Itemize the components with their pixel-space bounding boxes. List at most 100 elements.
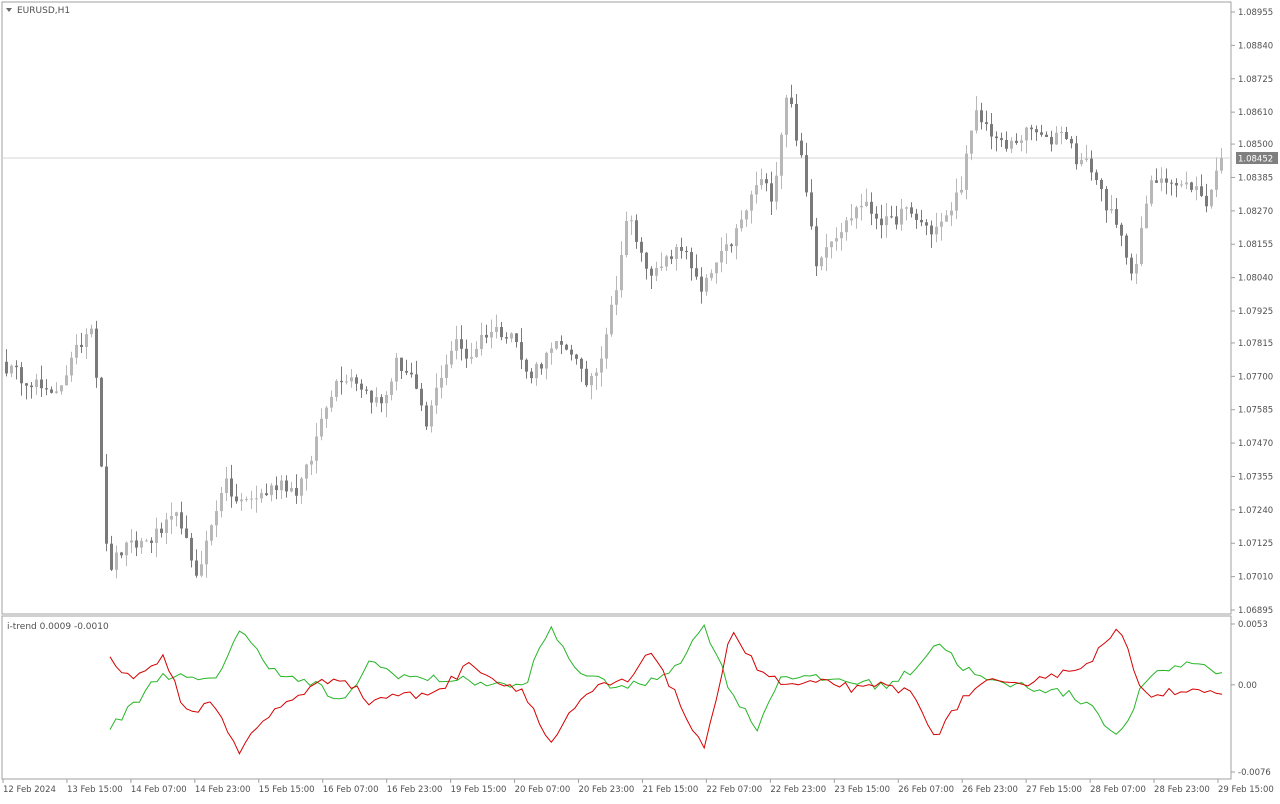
candle-body-bear: [195, 560, 198, 576]
candle-body-bear: [160, 528, 163, 533]
candle-body-bear: [295, 488, 298, 496]
candle-body-bull: [705, 277, 708, 292]
candle-body-bear: [230, 478, 233, 497]
symbol-title: EURUSD,H1: [17, 6, 70, 16]
candle-body-bull: [945, 215, 948, 222]
candle-body-bull: [620, 255, 623, 291]
candle-body-bear: [645, 252, 648, 269]
candle-body-bear: [790, 97, 793, 105]
candle-body-bear: [925, 222, 928, 226]
candle-body-bull: [1085, 158, 1088, 160]
candle-body-bear: [930, 225, 933, 235]
candle-body-bull: [615, 290, 618, 305]
price-tick-label: 1.08725: [1238, 75, 1273, 85]
candle-body-bull: [430, 405, 433, 427]
candle-body-bull: [780, 134, 783, 176]
candle-body-bull: [655, 268, 658, 276]
candle-body-bull: [65, 375, 68, 386]
candle-body-bull: [10, 365, 13, 374]
candle-body-bear: [1170, 182, 1173, 184]
candle-body-bull: [775, 175, 778, 202]
time-tick-label: 12 Feb 2024: [3, 785, 56, 795]
price-tick-label: 1.08610: [1238, 108, 1273, 118]
candle-body-bull: [220, 492, 223, 512]
candle-body-bull: [820, 257, 823, 267]
candle-body-bull: [600, 358, 603, 373]
candle-body-bull: [935, 226, 938, 235]
candle-body-bull: [445, 364, 448, 378]
candle-body-bear: [1165, 178, 1168, 183]
indicator-axis[interactable]: 0.0053 0.00 -0.0076: [1231, 620, 1271, 778]
candle-body-bull: [835, 238, 838, 242]
candle-body-bull: [165, 519, 168, 533]
main-price-pane[interactable]: EURUSD,H1: [1, 1, 1232, 615]
candle-body-bull: [860, 205, 863, 208]
price-axis[interactable]: 1.08955 1.08840 1.08725 1.08610 1.08500 1.083…: [1231, 8, 1278, 616]
candle-body-bear: [30, 385, 33, 388]
indicator-pane[interactable]: i-trend 0.0009 -0.0010: [1, 615, 1232, 780]
candle-body-bull: [1160, 178, 1163, 183]
candle-body-bull: [210, 525, 213, 541]
candle-body-bull: [345, 381, 348, 383]
candle-body-bear: [275, 485, 278, 491]
time-tick-label: 21 Feb 15:00: [642, 785, 698, 795]
candle-body-bear: [505, 337, 508, 339]
symbol-header[interactable]: EURUSD,H1: [6, 6, 70, 16]
candle-body-bull: [735, 228, 738, 247]
time-tick-label: 29 Feb 15:00: [1218, 785, 1274, 795]
current-price-badge: [1236, 152, 1278, 165]
candle-body-bear: [465, 348, 468, 359]
candle-body-bull: [905, 207, 908, 209]
time-tick-label: 27 Feb 15:00: [1026, 785, 1082, 795]
candle-body-bull: [955, 192, 958, 211]
price-tick-label: 1.08385: [1238, 173, 1273, 183]
candle-body-bear: [520, 342, 523, 360]
candle-body-bear: [1100, 180, 1103, 189]
candle-body-bear: [1155, 180, 1158, 183]
candle-body-bear: [1190, 182, 1193, 190]
candle-body-bear: [810, 192, 813, 227]
candle-body-bear: [410, 372, 413, 375]
candle-body-bull: [745, 210, 748, 220]
candle-body-bear: [875, 213, 878, 219]
candle-body-bear: [870, 201, 873, 214]
candle-body-bear: [530, 371, 533, 379]
candle-body-bull: [395, 357, 398, 382]
candle-body-bear: [700, 276, 703, 292]
price-tick-label: 1.07240: [1238, 506, 1273, 516]
candle-body-bull: [1220, 158, 1223, 171]
price-tick-label: 1.08955: [1238, 8, 1273, 18]
candle-body-bear: [500, 327, 503, 338]
candle-body-bull: [320, 418, 323, 437]
candle-body-bear: [680, 246, 683, 251]
candle-body-bear: [650, 268, 653, 276]
price-tick-label: 1.07700: [1238, 372, 1273, 382]
indicator-line-green: [109, 623, 1223, 735]
candle-body-bull: [885, 216, 888, 226]
candle-body-bear: [400, 357, 403, 371]
candle-body-bull: [720, 250, 723, 263]
candle-body-bull: [855, 207, 858, 219]
time-axis[interactable]: 12 Feb 2024 13 Feb 15:00 14 Feb 07:00 14 Fe…: [2, 779, 1274, 795]
candle-body-bear: [690, 252, 693, 269]
candle-body-bear: [1070, 138, 1073, 144]
candle-body-bear: [1115, 209, 1118, 225]
candle-body-bear: [80, 344, 83, 348]
time-tick-label: 16 Feb 23:00: [387, 785, 443, 795]
candle-body-bull: [1135, 263, 1138, 274]
time-tick-label: 15 Feb 15:00: [259, 785, 315, 795]
collapse-triangle-icon[interactable]: [6, 8, 12, 12]
candle-body-bull: [245, 499, 248, 501]
candle-body-bear: [190, 537, 193, 561]
candle-body-bull: [215, 511, 218, 526]
time-tick-label: 28 Feb 23:00: [1154, 785, 1210, 795]
candle-body-bear: [1030, 127, 1033, 130]
price-tick-label: 1.08040: [1238, 274, 1273, 284]
candle-body-bull: [155, 528, 158, 543]
candle-body-bear: [920, 219, 923, 223]
price-tick-label: 1.08270: [1238, 207, 1273, 217]
candle-body-bear: [180, 512, 183, 529]
